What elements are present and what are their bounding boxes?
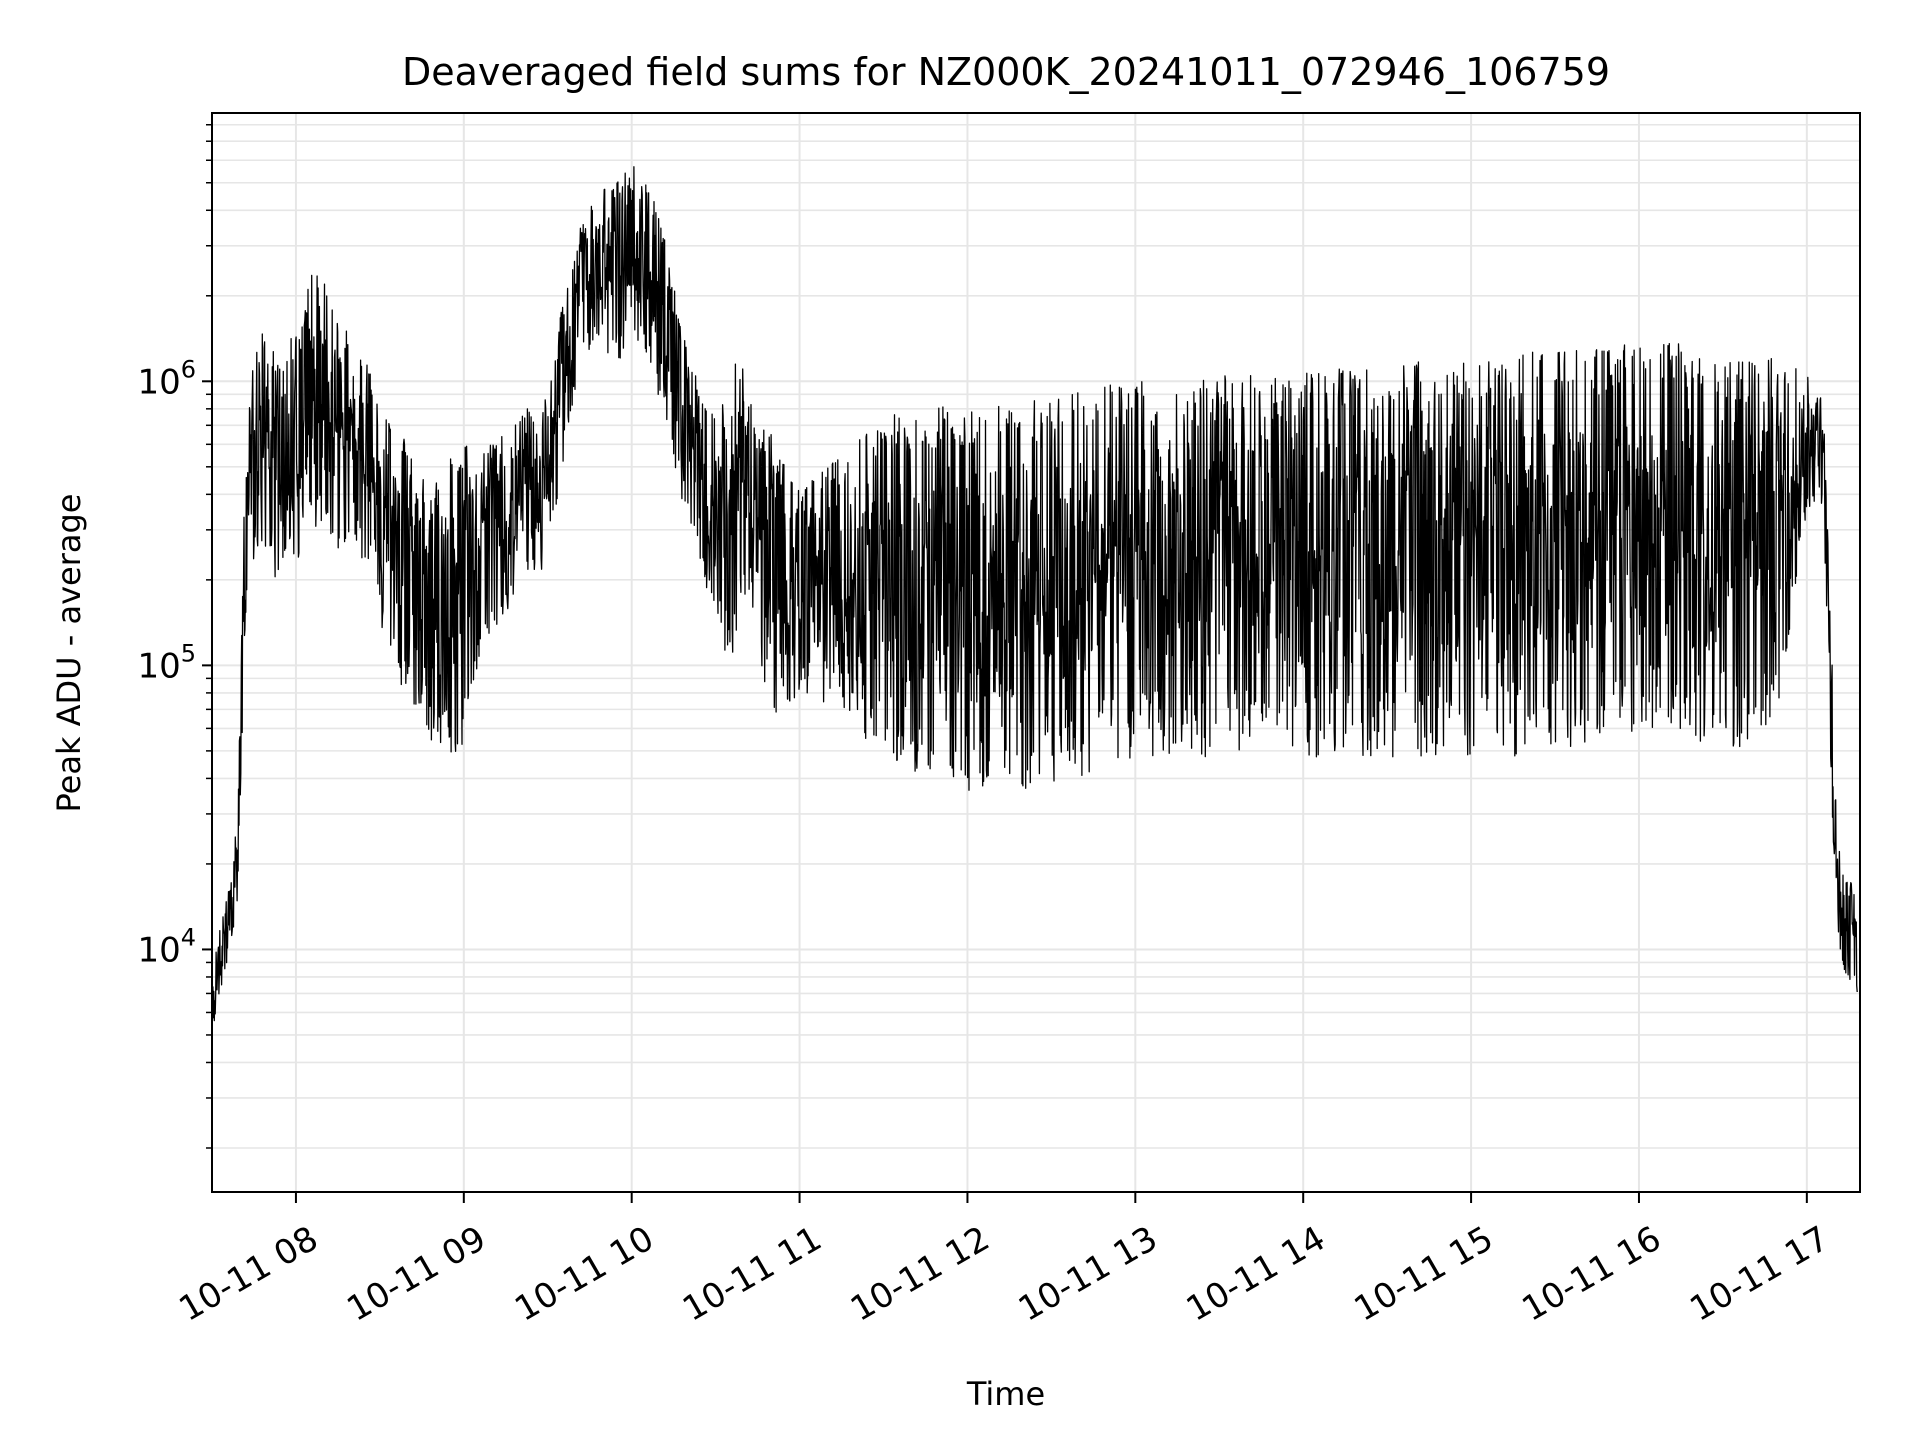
chart-title: Deaveraged field sums for NZ000K_2024101…: [402, 50, 1610, 94]
y-tick-exponent: 5: [181, 639, 196, 667]
x-axis-label: Time: [966, 1375, 1045, 1413]
plot-frame: [211, 112, 1861, 1193]
y-tick-exponent: 4: [181, 923, 196, 951]
y-tick-label: 106: [137, 355, 196, 402]
y-tick-base: 10: [137, 646, 180, 686]
y-tick-base: 10: [137, 930, 180, 970]
data-series: [211, 166, 1858, 1022]
y-tick-exponent: 6: [181, 355, 196, 383]
y-tick-base: 10: [137, 362, 180, 402]
y-axis-label: Peak ADU - average: [50, 494, 88, 813]
y-tick-label: 105: [137, 639, 196, 686]
series-line: [211, 166, 1858, 1022]
y-tick-label: 104: [137, 923, 196, 970]
